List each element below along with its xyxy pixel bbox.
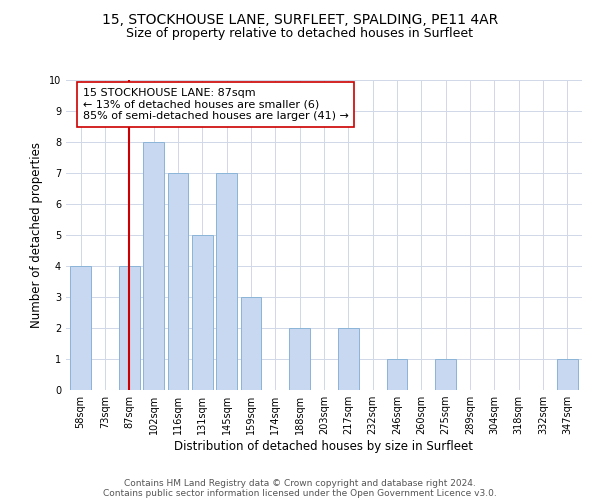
Bar (557, 359, 578, 390)
Bar (167, 173, 188, 390)
Text: 15, STOCKHOUSE LANE, SURFLEET, SPALDING, PE11 4AR: 15, STOCKHOUSE LANE, SURFLEET, SPALDING,… (102, 12, 498, 26)
Text: Contains HM Land Registry data © Crown copyright and database right 2024.: Contains HM Land Registry data © Crown c… (124, 478, 476, 488)
Text: Size of property relative to detached houses in Surfleet: Size of property relative to detached ho… (127, 28, 473, 40)
Bar (436, 359, 456, 390)
Bar (338, 328, 359, 390)
Text: 15 STOCKHOUSE LANE: 87sqm
← 13% of detached houses are smaller (6)
85% of semi-d: 15 STOCKHOUSE LANE: 87sqm ← 13% of detac… (83, 88, 349, 121)
Bar (70, 266, 91, 390)
Bar (241, 297, 262, 390)
Bar (386, 359, 407, 390)
Bar (289, 328, 310, 390)
X-axis label: Distribution of detached houses by size in Surfleet: Distribution of detached houses by size … (175, 440, 473, 453)
Bar (192, 235, 212, 390)
Bar (119, 266, 140, 390)
Y-axis label: Number of detached properties: Number of detached properties (31, 142, 43, 328)
Bar (143, 142, 164, 390)
Text: Contains public sector information licensed under the Open Government Licence v3: Contains public sector information licen… (103, 488, 497, 498)
Bar (216, 173, 237, 390)
